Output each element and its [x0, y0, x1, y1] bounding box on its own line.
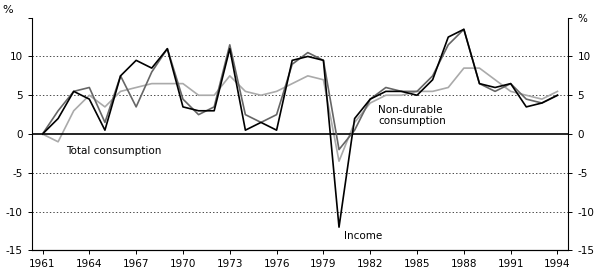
Text: %: % — [2, 5, 13, 15]
Text: Non-durable
consumption: Non-durable consumption — [378, 105, 446, 126]
Text: Income: Income — [344, 231, 382, 241]
Text: Total consumption: Total consumption — [66, 146, 161, 156]
